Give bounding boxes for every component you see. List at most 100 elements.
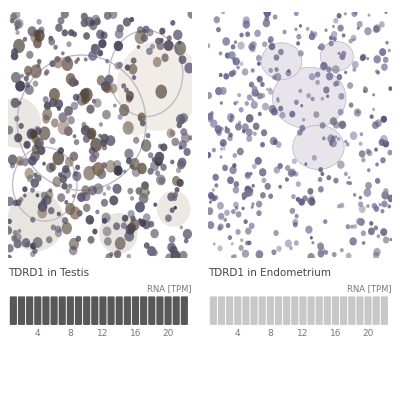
Ellipse shape (92, 99, 96, 104)
Ellipse shape (46, 190, 53, 199)
Ellipse shape (180, 226, 183, 229)
Ellipse shape (57, 193, 65, 202)
Ellipse shape (290, 208, 295, 214)
FancyBboxPatch shape (124, 296, 131, 325)
Ellipse shape (220, 127, 224, 131)
Ellipse shape (6, 254, 12, 261)
Ellipse shape (356, 218, 362, 225)
Ellipse shape (160, 143, 168, 151)
Ellipse shape (296, 197, 300, 202)
Ellipse shape (339, 203, 344, 208)
Ellipse shape (80, 88, 90, 98)
FancyBboxPatch shape (75, 296, 82, 325)
Ellipse shape (242, 20, 250, 29)
Ellipse shape (76, 236, 81, 242)
Ellipse shape (274, 73, 281, 81)
Ellipse shape (178, 158, 186, 167)
Ellipse shape (341, 51, 346, 56)
Ellipse shape (14, 19, 24, 29)
Ellipse shape (212, 188, 215, 192)
Ellipse shape (48, 207, 54, 214)
Ellipse shape (155, 152, 164, 162)
Ellipse shape (297, 130, 303, 136)
Ellipse shape (253, 122, 260, 130)
Ellipse shape (218, 224, 224, 230)
Ellipse shape (389, 238, 392, 241)
Ellipse shape (6, 244, 14, 252)
Ellipse shape (106, 253, 112, 261)
Ellipse shape (227, 176, 234, 184)
Ellipse shape (353, 10, 358, 15)
Ellipse shape (254, 30, 261, 37)
Ellipse shape (362, 241, 365, 245)
Ellipse shape (37, 207, 47, 218)
Ellipse shape (42, 108, 52, 120)
Ellipse shape (138, 218, 142, 223)
Ellipse shape (90, 138, 102, 152)
Ellipse shape (50, 60, 56, 67)
Ellipse shape (285, 165, 290, 171)
Ellipse shape (231, 242, 234, 246)
Ellipse shape (101, 162, 107, 169)
Ellipse shape (159, 38, 164, 43)
Ellipse shape (227, 135, 233, 141)
Ellipse shape (103, 192, 106, 196)
Ellipse shape (7, 219, 12, 224)
Ellipse shape (95, 210, 100, 214)
Ellipse shape (382, 140, 389, 148)
Ellipse shape (156, 84, 167, 99)
Ellipse shape (85, 17, 94, 26)
Ellipse shape (28, 156, 37, 166)
Ellipse shape (214, 16, 220, 23)
Ellipse shape (148, 168, 154, 175)
Ellipse shape (146, 28, 154, 36)
Ellipse shape (70, 206, 80, 220)
Ellipse shape (35, 175, 42, 182)
Ellipse shape (21, 158, 29, 166)
Ellipse shape (138, 112, 146, 122)
Ellipse shape (357, 21, 363, 28)
Ellipse shape (276, 142, 282, 148)
Ellipse shape (221, 10, 225, 14)
Ellipse shape (344, 172, 348, 176)
Ellipse shape (223, 73, 229, 80)
Ellipse shape (255, 157, 262, 165)
Ellipse shape (164, 40, 174, 51)
FancyBboxPatch shape (348, 296, 355, 325)
Ellipse shape (385, 41, 389, 44)
Ellipse shape (123, 170, 126, 174)
Ellipse shape (14, 233, 22, 242)
FancyBboxPatch shape (250, 296, 258, 325)
Ellipse shape (80, 19, 88, 27)
Ellipse shape (364, 27, 372, 35)
Ellipse shape (62, 183, 68, 190)
Ellipse shape (55, 229, 62, 237)
Ellipse shape (219, 52, 222, 56)
Ellipse shape (380, 209, 384, 213)
Ellipse shape (366, 204, 370, 208)
Ellipse shape (90, 20, 95, 26)
Ellipse shape (346, 142, 350, 147)
Ellipse shape (234, 181, 239, 187)
Ellipse shape (367, 168, 370, 172)
Ellipse shape (116, 24, 124, 32)
Ellipse shape (338, 25, 344, 32)
Ellipse shape (58, 17, 64, 24)
Ellipse shape (273, 139, 278, 145)
Ellipse shape (153, 57, 162, 67)
Ellipse shape (347, 82, 353, 89)
Ellipse shape (27, 128, 36, 140)
Ellipse shape (102, 212, 110, 223)
Ellipse shape (81, 94, 90, 104)
Ellipse shape (100, 32, 108, 39)
Ellipse shape (177, 160, 185, 169)
Ellipse shape (318, 46, 321, 49)
Ellipse shape (236, 229, 241, 235)
Ellipse shape (263, 19, 270, 27)
Ellipse shape (158, 144, 162, 149)
Ellipse shape (240, 33, 244, 38)
Ellipse shape (130, 164, 134, 169)
Ellipse shape (340, 248, 344, 252)
Ellipse shape (324, 28, 328, 32)
FancyBboxPatch shape (10, 296, 17, 325)
